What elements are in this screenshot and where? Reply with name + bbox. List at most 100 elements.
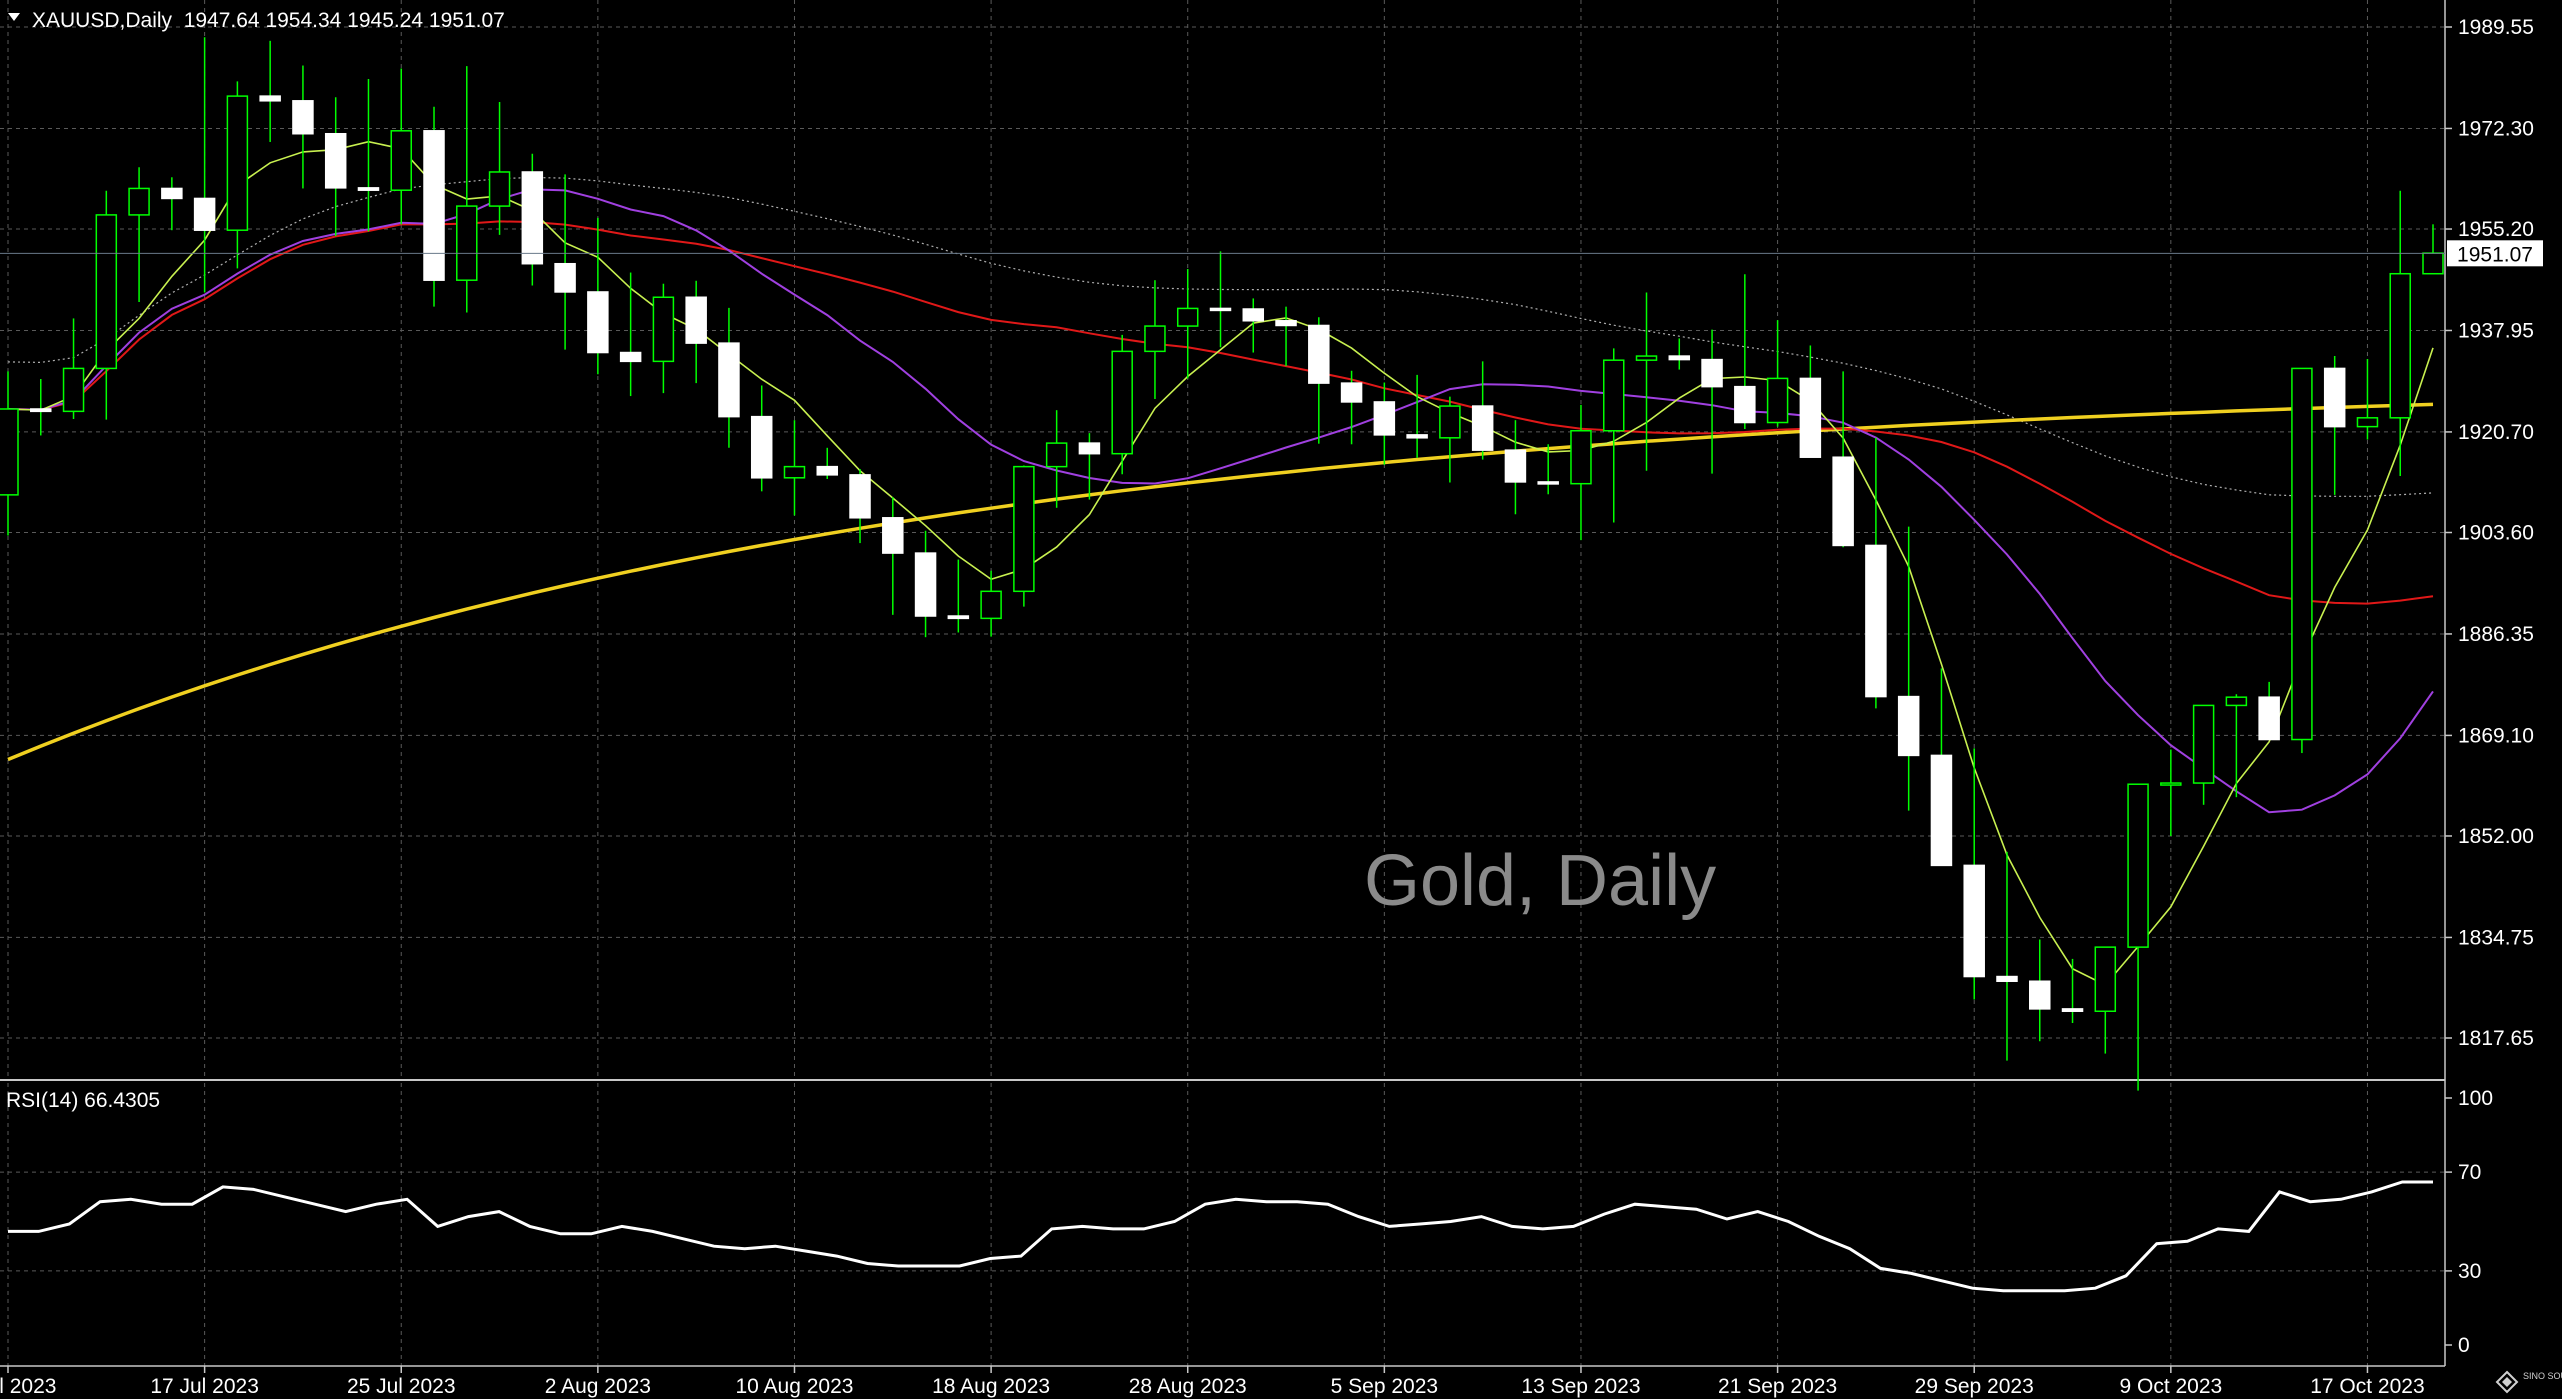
candle: [1111, 334, 1133, 475]
ma-yellow-line: [7, 402, 2434, 762]
candle: [1537, 444, 1559, 495]
candle: [2029, 939, 2051, 1042]
price-tick-label: 1886.35: [2458, 623, 2534, 646]
candle: [1340, 370, 1363, 445]
candle: [1471, 361, 1494, 460]
candle: [2061, 958, 2084, 1024]
candle-body: [1963, 864, 1985, 978]
candle-body: [1340, 382, 1363, 403]
candle-body: [2029, 980, 2051, 1010]
candle: [521, 153, 544, 286]
candle-body: [1504, 449, 1527, 483]
date-tick-label: 25 Jul 2023: [347, 1375, 456, 1398]
candle: [554, 174, 576, 350]
candle-body: [1078, 442, 1101, 455]
candle-body: [226, 95, 249, 231]
candle: [1799, 345, 1822, 458]
date-tick-label: 7 Jul 2023: [0, 1375, 56, 1398]
rsi-panel: 100 70 30 0: [8, 1087, 2493, 1357]
candle: [1242, 298, 1265, 353]
candle: [488, 101, 511, 235]
candle-body: [1701, 358, 1723, 388]
candle: [30, 378, 52, 436]
candle-body: [292, 100, 314, 135]
candle: [2356, 359, 2379, 440]
candle-body: [1275, 320, 1297, 327]
candle-body: [456, 205, 478, 281]
candle-body: [488, 171, 511, 207]
candle-body: [423, 130, 445, 281]
price-tick-label: 1920.70: [2458, 421, 2534, 444]
candle: [2127, 783, 2149, 1091]
candle-body: [95, 214, 118, 370]
candle: [390, 68, 412, 225]
candle-body: [1570, 430, 1592, 485]
triangle-down-icon[interactable]: [8, 13, 20, 21]
candle-body: [587, 291, 609, 354]
candle: [1045, 410, 1068, 508]
current-price-tag: 1951.07: [2447, 240, 2543, 266]
candle: [619, 272, 642, 397]
candle: [226, 81, 249, 269]
ma-red-line: [7, 220, 2434, 605]
candle: [1078, 433, 1101, 500]
rsi-line: [8, 1180, 2433, 1293]
candle: [2192, 704, 2215, 805]
candle: [2389, 190, 2411, 477]
candle: [2094, 946, 2117, 1054]
candle-body: [2094, 946, 2117, 1012]
candle: [1963, 748, 1985, 1000]
candle: [914, 530, 937, 638]
candle: [783, 420, 806, 516]
price-tick-label: 1989.55: [2458, 16, 2534, 39]
candle: [1406, 374, 1428, 458]
candle: [1504, 420, 1527, 515]
price-tick-label: 1817.65: [2458, 1027, 2534, 1050]
date-tick-label: 13 Sep 2023: [1521, 1375, 1640, 1398]
candle-body: [2192, 704, 2215, 784]
date-tick-label: 17 Jul 2023: [150, 1375, 259, 1398]
candle: [2258, 681, 2280, 741]
candle-body: [2258, 696, 2280, 741]
candle-body: [1439, 405, 1461, 439]
candle: [750, 385, 773, 492]
candle-body: [2323, 367, 2346, 428]
candle: [947, 559, 970, 633]
date-tick-label: 5 Sep 2023: [1331, 1375, 1438, 1398]
price-tick-label: 1903.60: [2458, 522, 2534, 545]
candle-body: [521, 171, 544, 265]
candle: [1373, 382, 1396, 465]
price-tick-label: 1834.75: [2458, 926, 2534, 949]
candle: [1701, 329, 1723, 474]
candle: [292, 65, 314, 189]
logo-text: SINO SOUND: [2523, 1371, 2562, 1381]
current-price-label: 1951.07: [2457, 243, 2533, 266]
candle-body: [980, 590, 1002, 620]
candle: [1602, 348, 1625, 523]
candle-body: [1013, 465, 1035, 593]
candle-body: [2225, 696, 2248, 707]
candle-body: [1635, 355, 1658, 361]
price-tick-label: 1869.10: [2458, 724, 2534, 747]
rsi-tick-label: 70: [2458, 1161, 2481, 1184]
candle: [1308, 317, 1330, 444]
candle: [161, 177, 183, 231]
candle-body: [1865, 544, 1887, 698]
candle: [1734, 274, 1756, 429]
candle: [324, 97, 347, 237]
candle-body: [1471, 405, 1494, 451]
candle-body: [1406, 434, 1428, 439]
candle: [1930, 668, 1953, 867]
price-axis: 1989.55 1972.30 1955.20 1937.95 1920.70 1903.…: [2445, 16, 2534, 1050]
candle-body: [1242, 308, 1265, 322]
ma-fast-line: [7, 140, 2434, 986]
candle: [1439, 396, 1461, 483]
candle-body: [1209, 307, 1232, 312]
candle: [1996, 851, 2018, 1061]
candle: [423, 106, 445, 307]
candle: [357, 79, 380, 232]
candle-body: [259, 95, 281, 102]
candle: [1897, 526, 1920, 811]
candle-body: [947, 615, 970, 620]
